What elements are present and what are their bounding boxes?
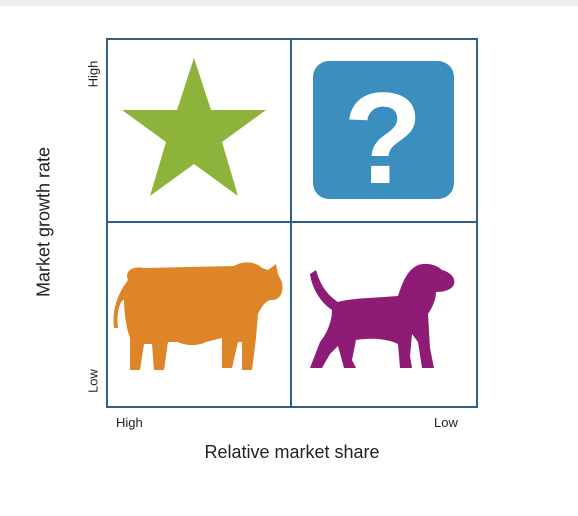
x-axis-high-label: High bbox=[116, 415, 143, 430]
cash-cow-quadrant bbox=[113, 262, 283, 370]
dog-quadrant bbox=[310, 263, 455, 368]
question-mark-quadrant: ? bbox=[313, 61, 454, 211]
star-quadrant bbox=[122, 58, 266, 196]
question-mark-glyph: ? bbox=[343, 65, 422, 211]
x-axis-low-label: Low bbox=[434, 415, 458, 430]
y-axis-low-label: Low bbox=[85, 369, 101, 393]
y-axis-title: Market growth rate bbox=[33, 146, 54, 298]
matrix-svg: ? bbox=[106, 38, 478, 408]
x-axis-title: Relative market share bbox=[204, 442, 380, 462]
top-strip bbox=[0, 0, 578, 6]
question-mark-icon bbox=[313, 61, 454, 199]
growth-share-matrix: ? bbox=[106, 38, 478, 408]
y-axis-high-label: High bbox=[85, 60, 101, 88]
star-icon bbox=[122, 58, 266, 196]
dog-icon bbox=[310, 263, 455, 368]
cow-icon bbox=[113, 262, 283, 370]
